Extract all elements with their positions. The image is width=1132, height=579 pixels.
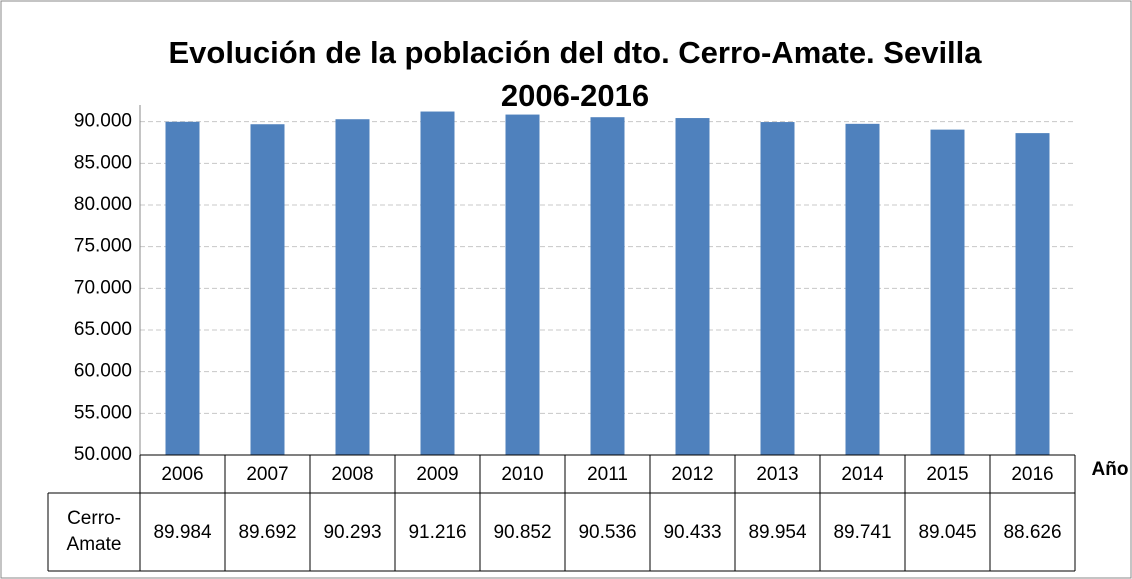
- x-tick-label: 2016: [1011, 464, 1053, 485]
- value-label: 91.216: [408, 522, 466, 543]
- value-label: 90.433: [663, 522, 721, 543]
- bar: [760, 122, 795, 456]
- bar: [335, 119, 370, 455]
- x-tick-label: 2012: [671, 464, 713, 485]
- bar: [845, 123, 880, 455]
- y-tick-label: 55.000: [74, 402, 132, 423]
- bar: [165, 121, 200, 456]
- x-tick-label: 2015: [926, 464, 968, 485]
- value-label: 89.954: [748, 522, 807, 543]
- x-axis-label: Año: [1092, 459, 1129, 480]
- x-tick-label: 2006: [161, 464, 203, 485]
- value-label: 90.536: [578, 522, 636, 543]
- chart-title: 2006-2016: [501, 78, 649, 113]
- x-tick-label: 2011: [587, 464, 628, 485]
- y-tick-label: 50.000: [74, 444, 132, 465]
- x-tick-label: 2010: [501, 464, 543, 485]
- bar: [505, 114, 540, 456]
- y-tick-label: 65.000: [74, 319, 132, 340]
- chart-title: Evolución de la población del dto. Cerro…: [168, 35, 982, 70]
- x-tick-label: 2013: [756, 464, 798, 485]
- value-label: 88.626: [1003, 522, 1061, 543]
- value-label: 89.984: [153, 522, 212, 543]
- y-tick-label: 60.000: [74, 361, 132, 382]
- x-tick-label: 2014: [841, 464, 884, 485]
- bar: [590, 117, 625, 455]
- bar: [250, 124, 285, 455]
- y-tick-label: 90.000: [74, 111, 132, 132]
- x-tick-label: 2007: [246, 464, 288, 485]
- y-tick-label: 80.000: [74, 194, 132, 215]
- bar: [420, 111, 455, 456]
- x-tick-label: 2008: [331, 464, 373, 485]
- value-label: 89.692: [238, 522, 296, 543]
- bar: [675, 118, 710, 455]
- bar: [930, 129, 965, 455]
- y-tick-label: 85.000: [74, 152, 132, 173]
- series-name: Cerro-Amate: [66, 508, 122, 555]
- value-label: 90.293: [323, 522, 381, 543]
- x-tick-label: 2009: [416, 464, 458, 485]
- value-label: 89.741: [833, 522, 891, 543]
- y-tick-label: 75.000: [74, 236, 132, 257]
- y-tick-label: 70.000: [74, 277, 132, 298]
- bar: [1015, 133, 1050, 455]
- value-label: 89.045: [918, 522, 976, 543]
- value-label: 90.852: [493, 522, 551, 543]
